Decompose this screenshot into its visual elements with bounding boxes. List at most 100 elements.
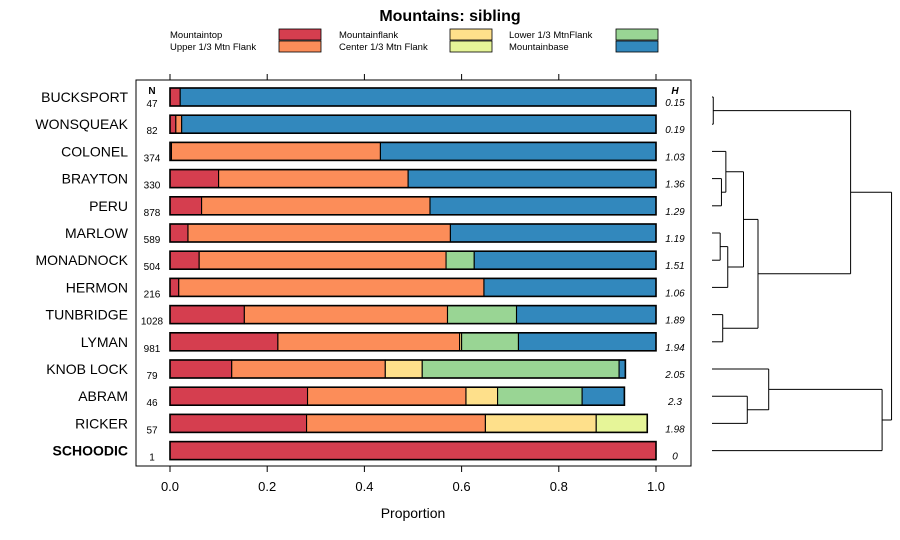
bar-wonsqueak-mountainbase	[181, 114, 657, 134]
row-label-abram: ABRAM	[78, 388, 128, 404]
bar-outline-abram	[169, 386, 626, 407]
bar-outline-marlow	[169, 223, 657, 243]
legend-swatch-mountaintop	[278, 28, 322, 41]
bar-bucksport-mountainbase	[179, 87, 657, 107]
h-value-brayton: 1.36	[665, 180, 685, 191]
n-value-schoodic: 1	[149, 453, 155, 464]
legend-swatch-upper-1-3-mtn-flank	[278, 40, 322, 53]
bar-abram-mountainflank	[465, 386, 499, 406]
bar-hermon-mountainbase	[483, 277, 657, 297]
x-axis: 0.0 0.2 0.4 0.6 0.8 1.0	[161, 74, 665, 494]
bar-ricker-mountaintop	[169, 413, 308, 433]
n-value-wonsqueak: 82	[146, 126, 158, 137]
row-label-hermon: HERMON	[66, 279, 128, 295]
row-label-schoodic: SCHOODIC	[53, 443, 128, 459]
bar-outline-bucksport	[169, 87, 657, 107]
bar-peru-mountainbase	[429, 196, 657, 216]
bar-outline-lyman	[169, 331, 657, 352]
bar-ricker-upper-1-3-mtn-flank	[306, 413, 486, 433]
legend-label-mountainflank: Mountainflank	[339, 30, 398, 41]
x-tick-label: 1.0	[647, 479, 665, 494]
h-value-peru: 1.29	[665, 207, 685, 218]
h-value-abram: 2.3	[667, 397, 682, 408]
bar-monadnock-upper-1-3-mtn-flank	[198, 250, 447, 270]
x-tick-label: 0.4	[355, 479, 373, 494]
x-tick-label: 0.2	[258, 479, 276, 494]
h-value-hermon: 1.06	[665, 288, 685, 299]
row-label-colonel: COLONEL	[61, 143, 128, 159]
n-value-abram: 46	[146, 398, 158, 409]
bar-knob-lock-mountaintop	[169, 359, 233, 379]
h-value-tunbridge: 1.89	[665, 316, 685, 327]
bar-outline-hermon	[169, 277, 657, 298]
bar-marlow-mountaintop	[169, 223, 189, 243]
n-value-monadnock: 504	[144, 262, 161, 273]
bar-wonsqueak-upper-1-3-mtn-flank	[175, 114, 183, 134]
n-value-marlow: 589	[144, 235, 161, 246]
h-value-lyman: 1.94	[665, 343, 685, 354]
bar-schoodic-mountaintop	[169, 441, 657, 461]
bar-abram-mountainbase	[581, 386, 625, 406]
legend-swatch-lower-1-3-mtnflank	[615, 28, 659, 41]
h-column: H 0.15 0.19 1.03 1.36 1.29 1.19 1.51 1.06 1.89 1.…	[664, 86, 685, 463]
bar-peru-upper-1-3-mtn-flank	[201, 196, 431, 216]
row-labels: BUCKSPORT WONSQUEAK COLONEL BRAYTON PERU MARL…	[35, 89, 128, 459]
n-value-lyman: 981	[144, 344, 161, 355]
legend-swatch-center-1-3-mtn-flank	[449, 40, 493, 53]
bar-marlow-upper-1-3-mtn-flank	[187, 223, 451, 243]
bar-brayton-mountainbase	[407, 169, 657, 189]
bar-monadnock-lower-1-3-mtnflank	[445, 250, 475, 270]
bar-outline-peru	[169, 196, 657, 216]
bar-outline-wonsqueak	[169, 114, 657, 134]
bar-outline-tunbridge	[169, 304, 657, 325]
legend-label-mountainbase: Mountainbase	[509, 42, 569, 53]
n-column-header: N	[148, 86, 155, 97]
row-label-marlow: MARLOW	[65, 225, 129, 241]
bar-wonsqueak-mountaintop	[169, 114, 177, 134]
legend-label-upper-1-3-mtn-flank: Upper 1/3 Mtn Flank	[170, 42, 256, 53]
row-label-knob-lock: KNOB LOCK	[46, 361, 128, 377]
bar-hermon-mountaintop	[169, 277, 180, 297]
bars-layer	[169, 87, 657, 461]
bar-ricker-mountainflank	[484, 413, 597, 433]
bar-outline-ricker	[169, 413, 649, 434]
n-value-ricker: 57	[146, 425, 158, 436]
bar-outline-colonel	[169, 141, 657, 162]
bar-ricker-center-1-3-mtn-flank	[595, 413, 648, 433]
legend-label-lower-1-3-mtnflank: Lower 1/3 MtnFlank	[509, 30, 593, 41]
bar-colonel-mountainbase	[379, 141, 657, 161]
bar-knob-lock-lower-1-3-mtnflank	[421, 359, 620, 379]
bar-brayton-upper-1-3-mtn-flank	[218, 169, 409, 189]
n-value-peru: 878	[144, 208, 161, 219]
x-tick-label: 0.0	[161, 479, 179, 494]
bar-lyman-upper-1-3-mtn-flank	[277, 332, 461, 352]
n-value-hermon: 216	[144, 289, 161, 300]
bar-outline-monadnock	[169, 250, 657, 270]
h-value-marlow: 1.19	[665, 234, 685, 245]
bar-abram-mountaintop	[169, 386, 309, 406]
bar-bucksport-mountaintop	[169, 87, 181, 107]
bar-outline-knob-lock	[169, 359, 627, 379]
h-value-colonel: 1.03	[665, 152, 685, 163]
n-value-tunbridge: 1028	[141, 317, 164, 328]
row-label-lyman: LYMAN	[81, 334, 128, 350]
row-label-bucksport: BUCKSPORT	[41, 89, 128, 105]
bar-tunbridge-mountaintop	[169, 305, 245, 325]
bar-peru-mountaintop	[169, 196, 203, 216]
bar-tunbridge-mountainbase	[515, 305, 657, 325]
bar-knob-lock-mountainflank	[384, 359, 423, 379]
h-value-schoodic: 0	[672, 452, 678, 463]
n-value-bucksport: 47	[146, 99, 158, 110]
bar-tunbridge-lower-1-3-mtnflank	[446, 305, 518, 325]
row-label-brayton: BRAYTON	[62, 171, 128, 187]
h-value-ricker: 1.98	[665, 424, 685, 435]
bar-brayton-mountaintop	[169, 169, 220, 189]
bar-knob-lock-mountainbase	[618, 359, 626, 379]
bar-outline-schoodic	[169, 440, 657, 461]
bar-marlow-mountainbase	[449, 223, 657, 243]
bar-monadnock-mountainbase	[473, 250, 657, 270]
bar-abram-upper-1-3-mtn-flank	[306, 386, 467, 406]
n-value-brayton: 330	[144, 181, 161, 192]
x-tick-label: 0.8	[550, 479, 568, 494]
